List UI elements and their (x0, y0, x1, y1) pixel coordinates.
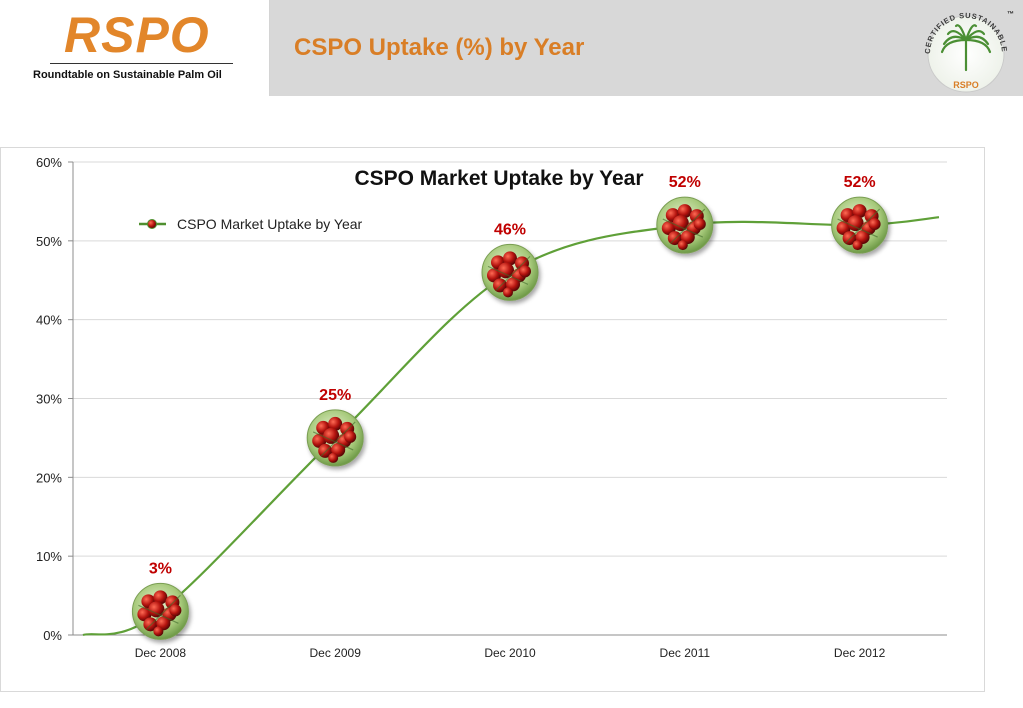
y-tick-label: 10% (36, 549, 62, 564)
y-tick-label: 30% (36, 392, 62, 407)
rspo-logo: RSPO (64, 7, 210, 63)
palm-fruit-marker-icon (656, 196, 714, 254)
x-tick-label: Dec 2012 (834, 646, 886, 660)
legend-label: CSPO Market Uptake by Year (177, 216, 363, 232)
x-tick-label: Dec 2011 (660, 646, 711, 660)
chart-frame: 0% 10% 20% 30% 40% 50% 60% Dec 2008 Dec 2009 Dec … (0, 147, 985, 692)
y-tick-label: 0% (43, 628, 62, 643)
uptake-line-chart: 0% 10% 20% 30% 40% 50% 60% Dec 2008 Dec 2009 Dec … (36, 155, 947, 660)
y-tick-label: 20% (36, 470, 62, 485)
palm-leaves-icon (940, 24, 992, 72)
logo-subtitle: Roundtable on Sustainable Palm Oil (33, 69, 222, 81)
page-title: CSPO Uptake (%) by Year (294, 34, 585, 61)
palm-fruit-marker-icon (831, 196, 889, 254)
logo-area: RSPO Roundtable on Sustainable Palm Oil (0, 0, 270, 96)
y-tick-label: 60% (36, 155, 62, 170)
data-label: 25% (319, 387, 351, 404)
y-tick-label: 50% (36, 234, 62, 249)
legend-marker-icon (147, 219, 157, 229)
data-label: 52% (844, 174, 876, 191)
x-tick-label: Dec 2010 (484, 646, 536, 660)
data-label: 3% (149, 560, 172, 577)
palm-fruit-marker-icon (306, 409, 364, 467)
chart-title: CSPO Market Uptake by Year (354, 167, 643, 190)
logo-underline (50, 63, 233, 64)
trademark-symbol: ™ (1007, 11, 1014, 18)
x-tick-label: Dec 2008 (135, 646, 187, 660)
seal-center-text: RSPO (953, 80, 979, 90)
x-tick-label: Dec 2009 (310, 646, 362, 660)
title-bar: CSPO Uptake (%) by Year CERTIFIED SUSTAI… (270, 0, 1023, 96)
certified-seal-icon: CERTIFIED SUSTAINABLE PALM OIL RSPO ™ (910, 4, 1014, 93)
y-tick-label: 40% (36, 313, 62, 328)
legend: CSPO Market Uptake by Year (139, 216, 363, 232)
data-label: 52% (669, 174, 701, 191)
palm-fruit-marker-icon (131, 582, 189, 640)
palm-fruit-marker-icon (481, 243, 539, 301)
data-label: 46% (494, 221, 526, 238)
